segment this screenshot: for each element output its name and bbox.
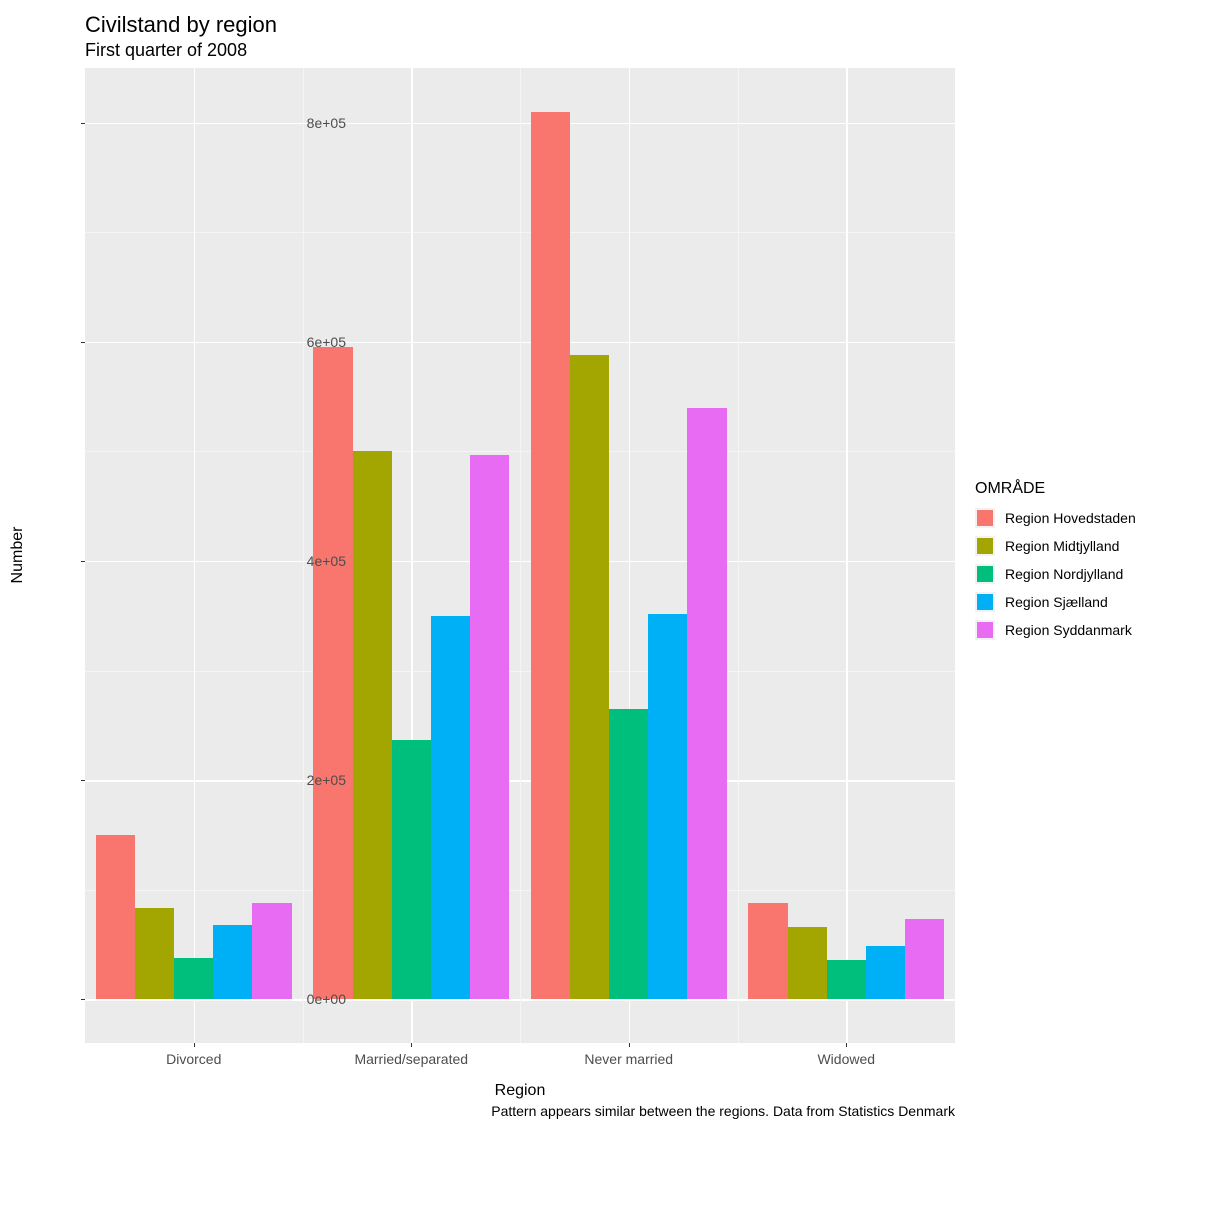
legend-label: Region Nordjylland — [1005, 566, 1123, 582]
bar — [313, 347, 352, 999]
grid-major-v — [846, 68, 848, 1043]
y-tick-label: 0e+00 — [276, 991, 346, 1007]
legend-item: Region Midtjylland — [975, 536, 1136, 556]
bar — [135, 908, 174, 999]
bar — [905, 919, 944, 999]
plot-region — [85, 68, 955, 1043]
chart-caption: Pattern appears similar between the regi… — [85, 1103, 955, 1119]
bar — [609, 709, 648, 999]
legend-item: Region Sjælland — [975, 592, 1136, 612]
plot-panel — [85, 68, 955, 1043]
bar — [687, 408, 726, 1000]
bar — [392, 740, 431, 1000]
grid-minor-v — [738, 68, 739, 1043]
legend-item: Region Nordjylland — [975, 564, 1136, 584]
x-tick-mark — [629, 1043, 630, 1047]
y-tick-mark — [81, 342, 85, 343]
y-tick-label: 4e+05 — [276, 553, 346, 569]
bar — [213, 925, 252, 999]
bar — [470, 455, 509, 999]
chart-title: Civilstand by region — [85, 12, 1185, 38]
legend-swatch — [975, 536, 995, 556]
bar — [531, 112, 570, 999]
y-tick-mark — [81, 561, 85, 562]
y-tick-mark — [81, 123, 85, 124]
y-tick-mark — [81, 999, 85, 1000]
x-tick-label: Married/separated — [354, 1051, 468, 1067]
grid-minor-v — [520, 68, 521, 1043]
y-tick-label: 8e+05 — [276, 115, 346, 131]
legend: OMRÅDE Region Hovedstaden Region Midtjyll… — [975, 480, 1136, 648]
bar — [174, 958, 213, 1000]
bar — [748, 903, 787, 999]
legend-label: Region Midtjylland — [1005, 538, 1119, 554]
bar — [353, 451, 392, 999]
legend-label: Region Hovedstaden — [1005, 510, 1136, 526]
x-tick-mark — [194, 1043, 195, 1047]
legend-item: Region Hovedstaden — [975, 508, 1136, 528]
legend-item: Region Syddanmark — [975, 620, 1136, 640]
legend-label: Region Syddanmark — [1005, 622, 1132, 638]
legend-label: Region Sjælland — [1005, 594, 1108, 610]
legend-swatch — [975, 564, 995, 584]
legend-title: OMRÅDE — [975, 480, 1136, 498]
y-tick-label: 2e+05 — [276, 772, 346, 788]
y-axis-title: Number — [9, 527, 27, 584]
x-tick-label: Widowed — [817, 1051, 875, 1067]
x-tick-label: Never married — [584, 1051, 673, 1067]
bar — [570, 355, 609, 999]
bar — [788, 927, 827, 999]
y-tick-label: 6e+05 — [276, 334, 346, 350]
bar — [827, 960, 866, 999]
grid-major-v — [194, 68, 196, 1043]
bar — [431, 616, 470, 999]
x-tick-label: Divorced — [166, 1051, 221, 1067]
legend-swatch — [975, 592, 995, 612]
bar — [96, 835, 135, 999]
chart-subtitle: First quarter of 2008 — [85, 40, 1185, 61]
legend-swatch — [975, 508, 995, 528]
legend-swatch — [975, 620, 995, 640]
y-tick-mark — [81, 780, 85, 781]
x-tick-mark — [411, 1043, 412, 1047]
bar — [648, 614, 687, 1000]
x-tick-mark — [846, 1043, 847, 1047]
bar — [866, 946, 905, 1000]
bar — [252, 903, 291, 999]
x-axis-title: Region — [495, 1082, 546, 1100]
